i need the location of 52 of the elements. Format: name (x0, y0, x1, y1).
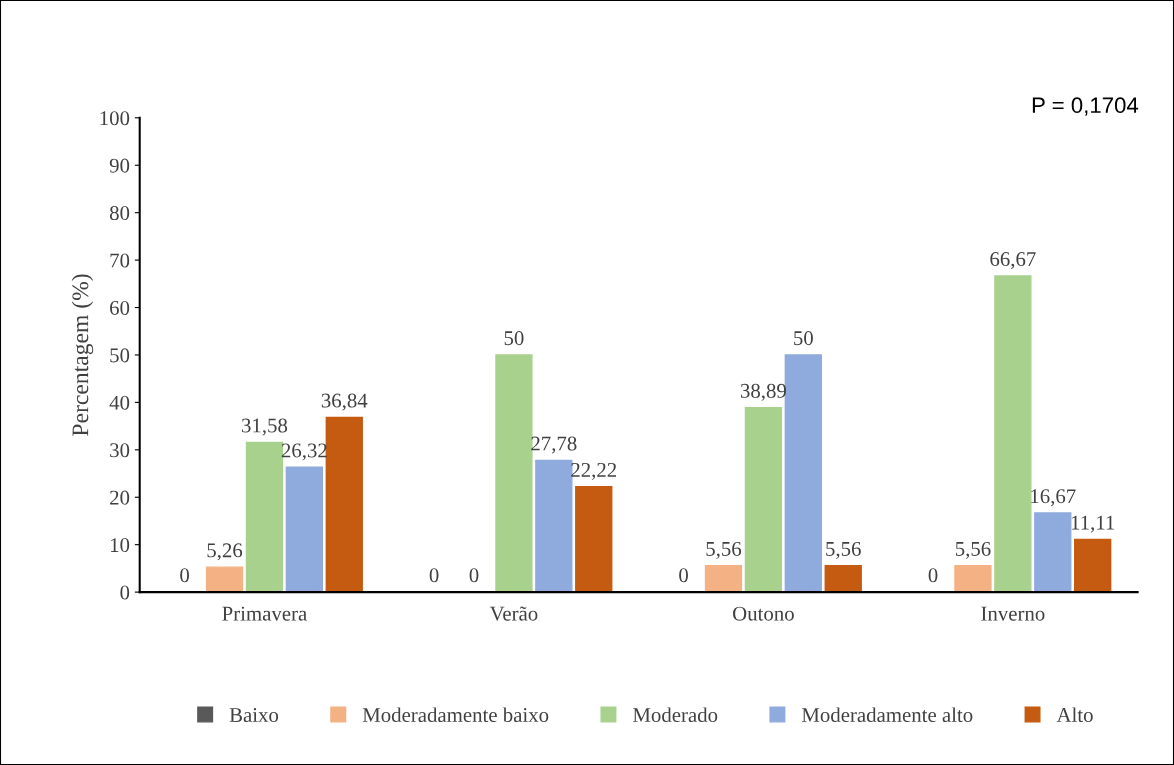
bar (994, 275, 1032, 593)
legend-label: Moderado (633, 707, 718, 723)
data-label: 5,26 (207, 543, 243, 561)
data-label: 31,58 (242, 418, 288, 436)
bar (704, 565, 743, 593)
data-label: 0 (928, 568, 938, 583)
data-label: 16,67 (1031, 489, 1076, 507)
bar (575, 486, 613, 593)
legend-label: Moderadamente baixo (362, 707, 549, 723)
text: P = 0,1704 (1032, 97, 1139, 116)
legend-label: Alto (1056, 707, 1093, 723)
y-tick-label: 10 (110, 538, 130, 553)
legend-label: Moderadamente alto (801, 707, 973, 723)
x-tick-label: Primavera (222, 606, 307, 621)
y-tick-label: 20 (110, 490, 130, 505)
x-tick-label: Outono (733, 606, 794, 621)
data-label: 36,84 (321, 393, 368, 411)
data-label: 5,56 (706, 541, 742, 559)
x-tick-label: Inverno (981, 606, 1045, 621)
data-label: 50 (504, 331, 524, 346)
bar (784, 354, 822, 593)
data-label: 66,67 (990, 252, 1036, 270)
y-tick-label: 40 (109, 395, 130, 410)
bar (325, 416, 363, 593)
y-tick-label: 0 (120, 585, 130, 600)
data-label: 0 (679, 568, 688, 583)
y-tick-label: 70 (110, 253, 130, 268)
y-tick-label: 100 (100, 111, 130, 126)
data-label: 0 (180, 568, 190, 583)
bar (205, 566, 244, 593)
bar (285, 466, 324, 593)
bar (1034, 512, 1072, 593)
bar (535, 459, 573, 593)
data-label: 11,11 (1071, 515, 1115, 533)
data-label: 0 (429, 568, 439, 583)
bar (1074, 538, 1112, 593)
data-label: 0 (469, 568, 479, 583)
y-tick-label: 50 (110, 348, 130, 363)
y-tick-label: 80 (109, 206, 130, 221)
x-tick-label: Verão (489, 606, 538, 621)
y-tick-label: 60 (110, 300, 130, 315)
y-tick-label: 30 (110, 443, 130, 458)
bar (954, 565, 992, 593)
y-axis-title: Percentagem (%) (71, 274, 94, 436)
legend-label: Baixo (229, 708, 279, 723)
bar (495, 354, 533, 593)
data-label: 5,56 (826, 541, 861, 559)
y-tick-label: 90 (109, 158, 130, 173)
bar (824, 565, 862, 593)
data-label: 50 (794, 331, 813, 346)
bar (744, 406, 783, 593)
data-label: 5,56 (955, 541, 991, 559)
